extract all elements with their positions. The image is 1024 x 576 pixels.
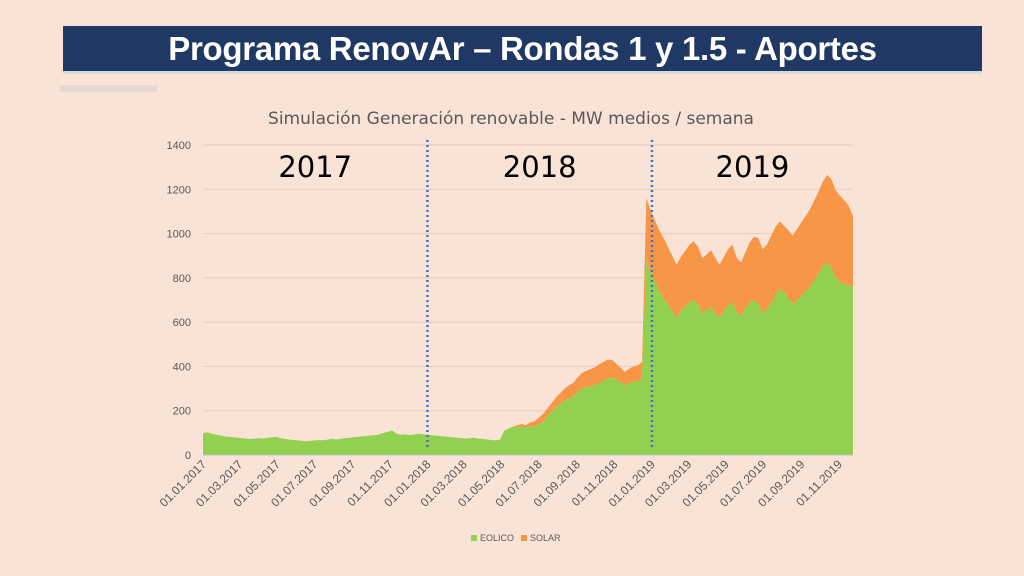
y-tick-label: 1400 bbox=[167, 140, 191, 152]
y-tick-label: 1200 bbox=[167, 184, 191, 196]
y-tick-label: 0 bbox=[185, 450, 191, 462]
slide-title: Programa RenovAr – Rondas 1 y 1.5 - Apor… bbox=[168, 29, 877, 67]
year-label: 2017 bbox=[278, 150, 352, 184]
legend-label: SOLAR bbox=[530, 533, 561, 543]
y-tick-label: 800 bbox=[173, 273, 191, 285]
x-axis: 01.01.201701.03.201701.05.201701.07.2017… bbox=[157, 454, 853, 510]
solar-area bbox=[203, 174, 853, 442]
eolico-area bbox=[203, 260, 853, 455]
year-label: 2018 bbox=[503, 150, 577, 184]
legend-label: EOLICO bbox=[480, 533, 514, 543]
year-dividers bbox=[426, 140, 654, 450]
legend-swatch bbox=[471, 535, 477, 541]
y-tick-label: 1000 bbox=[167, 229, 191, 241]
y-tick-label: 400 bbox=[173, 361, 191, 373]
title-underline-decoration bbox=[60, 85, 157, 92]
year-label: 2019 bbox=[716, 150, 790, 184]
y-tick-label: 200 bbox=[173, 406, 191, 418]
y-tick-label: 600 bbox=[173, 317, 191, 329]
year-annotations: 2017 2018 2019 bbox=[278, 150, 789, 184]
areas bbox=[203, 174, 853, 455]
y-axis: 0 200 400 600 800 1000 1200 1400 bbox=[167, 140, 191, 462]
legend-swatch bbox=[521, 535, 527, 541]
legend: EOLICO SOLAR bbox=[471, 533, 561, 543]
title-bar: Programa RenovAr – Rondas 1 y 1.5 - Apor… bbox=[63, 26, 982, 74]
chart-title: Simulación Generación renovable - MW med… bbox=[268, 109, 754, 129]
